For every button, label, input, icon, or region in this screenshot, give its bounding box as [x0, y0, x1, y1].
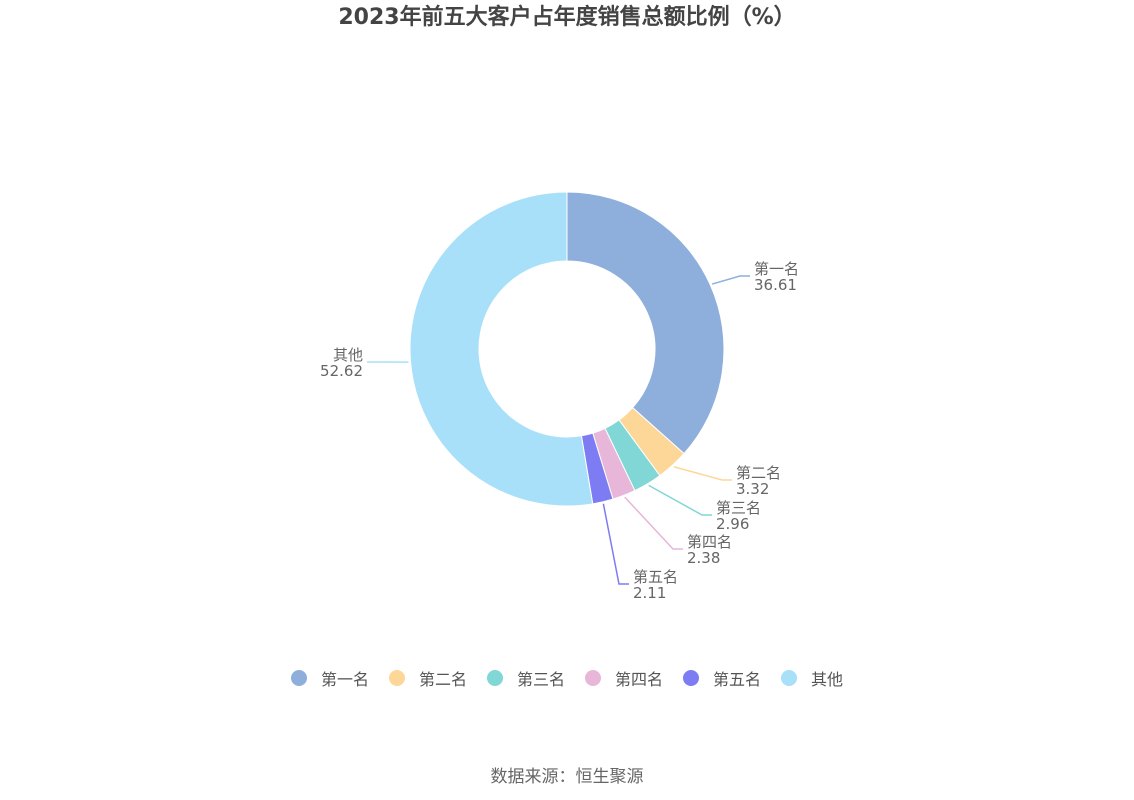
slice-label-value-1: 36.61: [754, 276, 797, 294]
slice-label-value-3: 2.96: [716, 515, 749, 533]
legend-label-3: 第三名: [516, 670, 565, 689]
legend-item-6[interactable]: 其他: [781, 666, 843, 690]
legend-marker-5: [683, 670, 700, 686]
chart-legend: 第一名 第二名 第三名 第四名 第五名 其他: [0, 666, 1134, 690]
legend-marker-4: [585, 670, 601, 686]
slice-6[interactable]: [409, 191, 594, 507]
data-source: 数据来源：恒生聚源: [490, 767, 644, 787]
leader-line-1: [711, 275, 750, 285]
slice-label-name-5: 第五名: [633, 568, 678, 586]
legend-marker-2: [388, 670, 405, 686]
legend-marker-1: [290, 670, 307, 686]
slice-1[interactable]: [566, 191, 725, 455]
legend-marker-3: [486, 670, 503, 686]
slice-label-name-6: 其他: [333, 346, 363, 364]
slice-label-name-1: 第一名: [754, 260, 799, 278]
legend-marker-6: [781, 670, 798, 686]
leader-line-2: [673, 466, 732, 481]
legend-label-5: 第五名: [713, 670, 762, 689]
legend-label-2: 第二名: [418, 670, 467, 689]
chart-title: 2023年前五大客户占年度销售总额比例（%）: [338, 5, 796, 30]
slice-label-value-5: 2.11: [633, 584, 666, 602]
slice-label-name-4: 第四名: [687, 533, 732, 551]
legend-label-1: 第一名: [320, 670, 369, 689]
legend-item-2[interactable]: 第二名: [388, 666, 467, 690]
slice-label-value-6: 52.62: [320, 362, 363, 380]
slice-label-name-3: 第三名: [716, 499, 761, 517]
legend-item-4[interactable]: 第四名: [585, 666, 663, 690]
legend-item-3[interactable]: 第三名: [486, 666, 565, 690]
legend-label-6: 其他: [811, 670, 844, 689]
legend-label-4: 第四名: [615, 670, 664, 689]
slice-label-value-4: 2.38: [687, 549, 720, 567]
legend-item-5[interactable]: 第五名: [683, 666, 761, 690]
slice-label-name-2: 第二名: [736, 464, 781, 482]
slice-label-value-2: 3.32: [736, 480, 769, 498]
leader-line-3: [648, 484, 712, 516]
leader-line-5: [602, 503, 629, 585]
legend-item-1[interactable]: 第一名: [290, 666, 369, 690]
leader-line-4: [624, 496, 683, 550]
